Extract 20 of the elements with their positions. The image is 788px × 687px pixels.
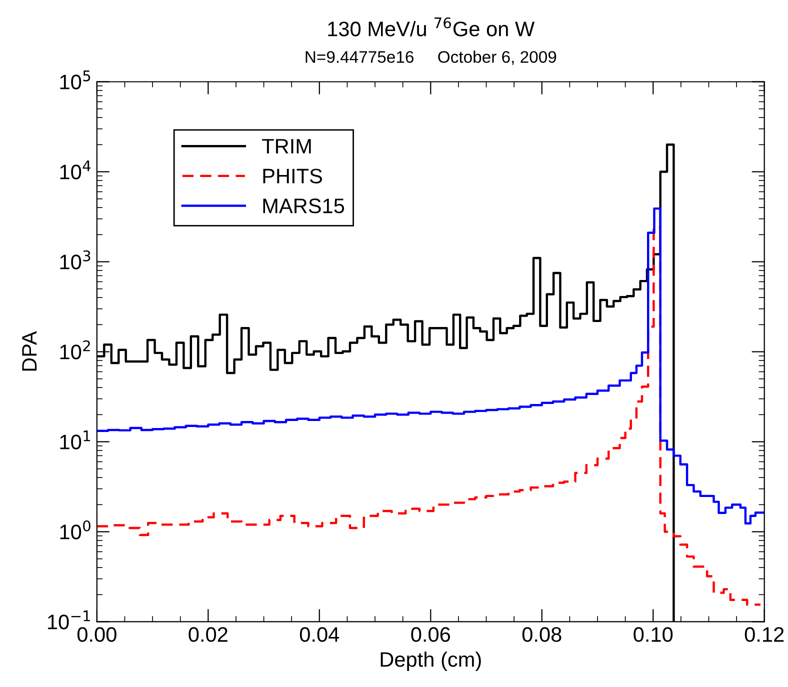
x-tick-label: 0.10 <box>634 627 673 642</box>
y-tick-label: 10$^{1}$ <box>60 430 90 450</box>
y-tick-label: 10$^{2}$ <box>60 340 90 360</box>
y-axis-title: DPA <box>22 331 37 371</box>
x-tick-label: 0.08 <box>522 627 562 642</box>
x-tick-label: 0.02 <box>188 627 228 642</box>
y-tick-label: 10$^{0}$ <box>60 520 90 540</box>
x-tick-label: 0.00 <box>77 627 116 642</box>
y-tick-label: 10$^{4}$ <box>60 160 91 180</box>
x-tick-label: 0.12 <box>744 627 784 642</box>
legend-label: TRIM <box>262 139 311 154</box>
x-axis-title: Depth (cm) <box>380 652 481 671</box>
x-tick-label: 0.06 <box>411 627 450 642</box>
legend-label: PHITS <box>263 168 322 184</box>
y-tick-label: 10$^{5}$ <box>60 70 90 90</box>
chart-subtitle: N=9.44775e16 October 6, 2009 <box>306 50 556 65</box>
chart-title: 130 MeV/u $^{76}$Ge on W <box>328 17 535 36</box>
x-tick-label: 0.04 <box>300 627 340 642</box>
y-tick-label: 10$^{3}$ <box>60 250 90 270</box>
legend-label: MARS15 <box>263 198 344 214</box>
